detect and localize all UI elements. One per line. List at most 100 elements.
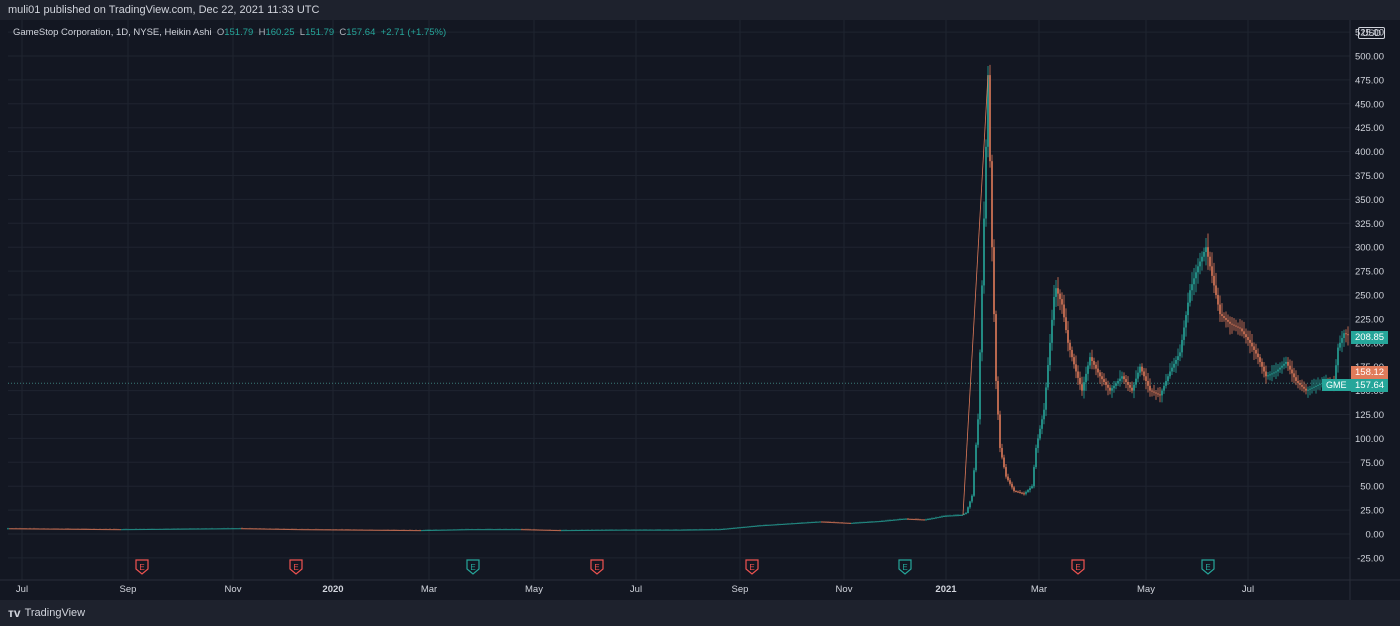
candle-body — [1123, 376, 1125, 380]
currency-button[interactable]: USD — [1358, 27, 1386, 39]
candle-body — [267, 528, 269, 530]
tradingview-brand: TradingView — [24, 607, 86, 619]
earnings-badge-icon — [466, 559, 480, 575]
candle-body — [1039, 428, 1041, 439]
candle-body — [1263, 366, 1265, 372]
candle-body — [1213, 275, 1215, 286]
y-tick-label: 25.00 — [1360, 506, 1384, 517]
candle-body — [139, 529, 141, 531]
candle-body — [699, 529, 701, 531]
candle-body — [849, 522, 851, 524]
candle-body — [1013, 487, 1015, 491]
candle-body — [1053, 296, 1055, 320]
candle-body — [713, 529, 715, 531]
candle-body — [851, 522, 853, 524]
earnings-marker[interactable]: E — [466, 559, 480, 575]
candle-body — [443, 529, 445, 531]
candle-body — [317, 529, 319, 531]
candle-body — [839, 522, 841, 524]
candle-body — [1081, 384, 1083, 391]
candle-body — [1319, 383, 1321, 385]
candle-body — [663, 529, 665, 531]
candle-body — [1051, 319, 1053, 343]
price-chart[interactable]: -25.000.0025.0050.0075.00100.00125.00150… — [0, 20, 1400, 600]
candle-body — [333, 529, 335, 531]
candle-body — [761, 525, 763, 527]
candle-body — [1103, 379, 1105, 382]
candle-body — [883, 520, 885, 522]
symbol-legend: GameStop Corporation, 1D, NYSE, Heikin A… — [13, 27, 446, 38]
candle-body — [363, 529, 365, 531]
x-tick-label: Jul — [630, 584, 642, 595]
x-tick-label: May — [525, 584, 543, 595]
candle-body — [1079, 377, 1081, 385]
candle-body — [577, 530, 579, 532]
candle-body — [1299, 382, 1301, 385]
candle-body — [125, 529, 127, 531]
candle-body — [1007, 476, 1009, 481]
candle-body — [931, 518, 933, 520]
earnings-marker[interactable]: E — [1201, 559, 1215, 575]
candle-body — [1255, 349, 1257, 354]
earnings-marker[interactable]: E — [898, 559, 912, 575]
earnings-marker[interactable]: E — [135, 559, 149, 575]
candle-body — [607, 529, 609, 531]
price-label-orange: 158.12 — [1351, 366, 1389, 379]
candle-body — [1109, 387, 1111, 391]
candle-body — [893, 519, 895, 521]
earnings-marker[interactable]: E — [590, 559, 604, 575]
candle-body — [163, 528, 165, 530]
candle-body — [833, 522, 835, 524]
candle-body — [175, 528, 177, 530]
candle-body — [583, 529, 585, 531]
candle-body — [1057, 288, 1059, 294]
candle-body — [51, 528, 53, 530]
candle-body — [619, 529, 621, 531]
candle-body — [1047, 365, 1049, 388]
candle-body — [303, 529, 305, 531]
candle-body — [855, 522, 857, 524]
candle-body — [1199, 261, 1201, 267]
earnings-marker[interactable]: E — [1071, 559, 1085, 575]
candle-body — [365, 529, 367, 531]
earnings-marker[interactable]: E — [745, 559, 759, 575]
candle-body — [525, 529, 527, 531]
candle-body — [1061, 299, 1063, 305]
candle-body — [533, 529, 535, 531]
candles — [7, 64, 1349, 532]
time-axis[interactable]: Jul Sep Nov 2020 Mar May Jul Sep Nov 2021 Mar May Ju… — [16, 584, 1254, 595]
candle-body — [645, 529, 647, 531]
candle-body — [165, 528, 167, 530]
candle-body — [99, 529, 101, 531]
candle-body — [307, 529, 309, 531]
candle-body — [141, 529, 143, 531]
candle-body — [133, 529, 135, 531]
y-tick-label: 375.00 — [1355, 171, 1384, 182]
candle-body — [177, 528, 179, 530]
candle-body — [1173, 363, 1175, 368]
candle-body — [703, 529, 705, 531]
candle-body — [185, 528, 187, 530]
candle-body — [919, 519, 921, 521]
candle-body — [69, 528, 71, 530]
candle-body — [753, 525, 755, 527]
earnings-marker[interactable]: E — [289, 559, 303, 575]
candle-body — [1055, 288, 1057, 297]
candle-body — [625, 529, 627, 531]
price-axis[interactable]: -25.000.0025.0050.0075.00100.00125.00150… — [1355, 28, 1384, 565]
candle-body — [929, 518, 931, 520]
candle-body — [1243, 331, 1245, 335]
tradingview-logo[interactable]: ᴛᴠ TradingView — [8, 606, 85, 620]
earnings-badge-icon — [1201, 559, 1215, 575]
candle-body — [917, 519, 919, 521]
candle-body — [571, 530, 573, 532]
candle-body — [927, 519, 929, 521]
candle-body — [487, 529, 489, 531]
x-tick-label: Nov — [225, 584, 242, 595]
candle-body — [1073, 357, 1075, 365]
candle-body — [1209, 256, 1211, 267]
candle-body — [837, 522, 839, 524]
candle-body — [685, 529, 687, 531]
candle-body — [1221, 314, 1223, 317]
